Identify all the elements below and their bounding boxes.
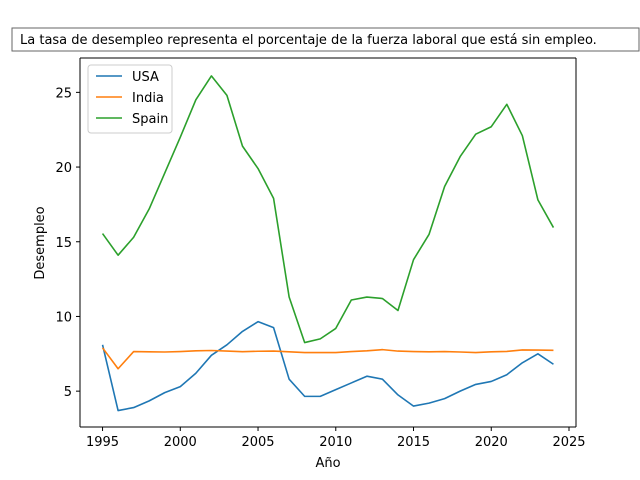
y-tick-label: 20 [55, 161, 72, 176]
chart-title: La tasa de desempleo representa el porce… [20, 33, 597, 48]
series-line-spain [101, 75, 555, 344]
x-tick-label: 1995 [86, 435, 119, 450]
y-tick-label: 10 [55, 310, 72, 325]
x-tick-label: 2005 [241, 435, 274, 450]
x-axis-ticks: 1995 2000 2005 2010 2015 2020 2025 [86, 427, 586, 450]
series-line-usa [101, 320, 554, 412]
y-tick-label: 15 [55, 236, 72, 251]
x-tick-label: 2025 [552, 435, 585, 450]
y-axis-ticks: 5 10 15 20 25 [55, 86, 80, 400]
legend-label-usa: USA [132, 70, 159, 85]
series-layer [101, 75, 555, 412]
legend-box [87, 64, 173, 134]
chart-title-box [11, 27, 640, 52]
x-axis-title: Año [315, 456, 340, 471]
x-tick-label: 2020 [475, 435, 508, 450]
x-tick-label: 2015 [397, 435, 430, 450]
legend: USA India Spain [87, 64, 173, 134]
legend-label-india: India [132, 91, 164, 106]
y-axis-title: Desempleo [33, 206, 48, 279]
series-line-india [101, 347, 554, 370]
y-tick-label: 25 [55, 86, 72, 101]
x-tick-label: 2010 [319, 435, 352, 450]
x-tick-label: 2000 [164, 435, 197, 450]
legend-label-spain: Spain [132, 112, 168, 127]
y-tick-label: 5 [64, 385, 72, 400]
